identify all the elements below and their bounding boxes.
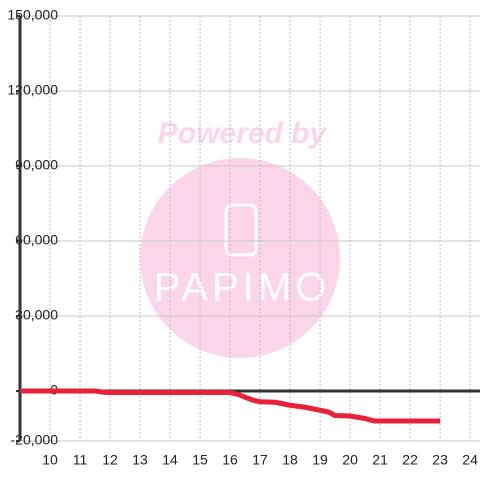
y-tick-label: 90,000 <box>15 157 58 173</box>
x-tick-label: 20 <box>342 452 358 468</box>
x-tick-label: 18 <box>282 452 298 468</box>
watermark-text: Powered by <box>158 117 328 150</box>
x-tick-label: 15 <box>192 452 208 468</box>
y-tick-label: 120,000 <box>7 82 58 98</box>
x-tick-label: 21 <box>372 452 388 468</box>
x-tick-label: 10 <box>42 452 58 468</box>
y-tick-label: -20,000 <box>11 432 59 448</box>
x-tick-label: 23 <box>432 452 448 468</box>
x-tick-label: 19 <box>312 452 328 468</box>
x-tick-label: 16 <box>222 452 238 468</box>
y-tick-label: 30,000 <box>15 307 58 323</box>
x-tick-label: 22 <box>402 452 418 468</box>
line <box>20 388 441 424</box>
x-tick-label: 17 <box>252 452 268 468</box>
watermark-icon <box>224 203 258 257</box>
x-tick-label: 12 <box>102 452 118 468</box>
y-tick-label: 60,000 <box>15 232 58 248</box>
x-tick-label: 11 <box>73 452 88 468</box>
x-tick-label: 14 <box>162 452 178 468</box>
x-tick-label: 13 <box>132 452 148 468</box>
x-tick-label: 24 <box>462 452 478 468</box>
watermark-logo: PAPIMO <box>154 266 331 310</box>
y-tick-label: 150,000 <box>7 7 58 23</box>
